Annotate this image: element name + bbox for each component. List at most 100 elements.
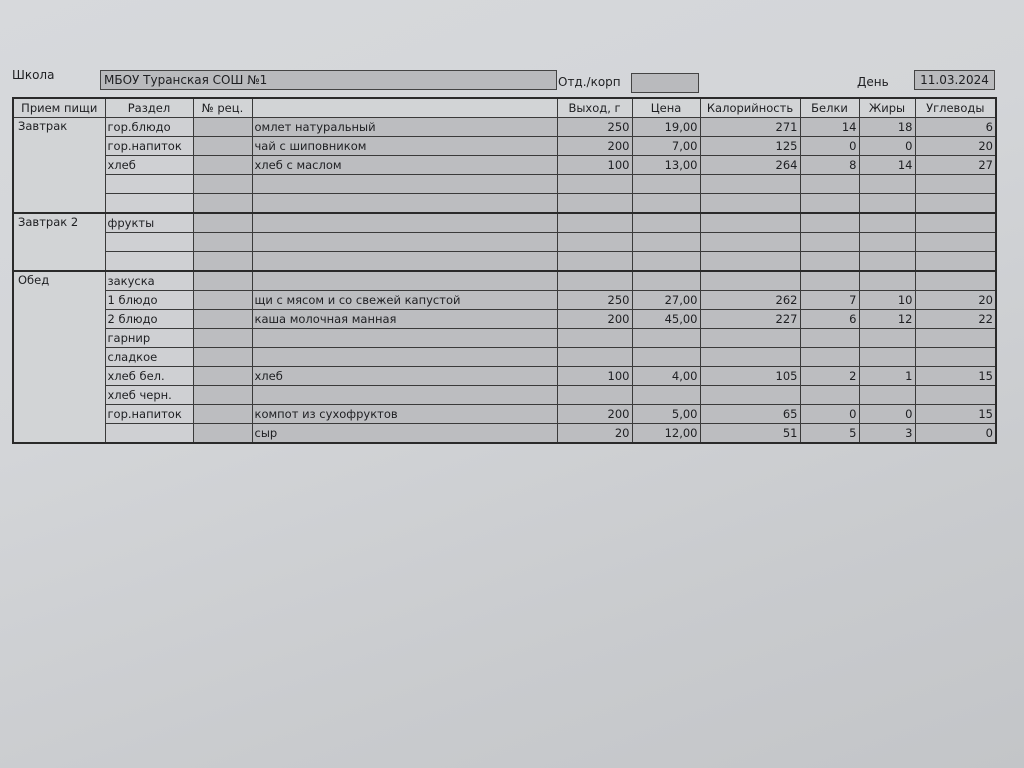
recipe-number-cell [192,328,253,348]
column-header: Углеводы [914,97,997,118]
carbs-cell [914,212,997,233]
dish-name-cell [251,212,558,233]
recipe-number-cell [192,270,253,291]
table-row: сыр 20 12,00 51 5 3 0 [13,423,997,444]
fat-cell: 12 [858,309,916,329]
protein-cell: 2 [799,366,860,386]
protein-cell: 0 [799,136,860,156]
protein-cell: 0 [799,404,860,424]
fat-cell: 0 [858,404,916,424]
price-cell: 4,00 [631,366,701,386]
yield-cell: 200 [556,136,633,156]
carbs-cell [914,193,997,214]
carbs-cell [914,385,997,405]
dish-name-cell: омлет натуральный [251,117,558,137]
price-cell [631,385,701,405]
yield-cell [556,174,633,194]
column-header: Раздел [104,97,194,118]
carbs-cell: 6 [914,117,997,137]
section-cell: закуска [104,270,194,291]
price-cell [631,347,701,367]
protein-cell: 14 [799,117,860,137]
table-row: Обед закуска [12,270,997,444]
dept-field[interactable] [631,73,699,93]
table-row: гор.напиток чай с шиповником 200 7,00 125 0 0 2… [13,136,997,156]
price-cell: 19,00 [631,117,701,137]
dish-name-cell [251,251,558,272]
calories-cell [699,328,801,348]
day-field[interactable]: 11.03.2024 [914,70,995,90]
calories-cell: 264 [699,155,801,175]
yield-cell: 100 [556,366,633,386]
yield-cell: 250 [556,117,633,137]
carbs-cell: 0 [914,423,997,444]
recipe-number-cell [192,309,253,329]
yield-cell: 200 [556,404,633,424]
table-row: Завтрак гор.блюдо омлет натуральный 250 19,0… [12,117,997,214]
school-field[interactable]: МБОУ Туранская СОШ №1 [100,70,557,90]
calories-cell: 105 [699,366,801,386]
price-cell: 13,00 [631,155,701,175]
column-header: Прием пищи [12,97,106,118]
table-row: 1 блюдо щи с мясом и со свежей капустой 25… [13,290,997,310]
fat-cell [858,328,916,348]
carbs-cell: 22 [914,309,997,329]
fat-cell [858,193,916,214]
recipe-number-cell [192,290,253,310]
carbs-cell: 15 [914,366,997,386]
yield-cell [556,212,633,233]
table-row [13,193,997,214]
protein-cell [799,347,860,367]
dish-name-cell: каша молочная манная [251,309,558,329]
recipe-number-cell [192,212,253,233]
meal-cell: Завтрак [12,117,106,214]
protein-cell: 5 [799,423,860,444]
dish-name-cell [251,174,558,194]
yield-cell: 20 [556,423,633,444]
carbs-cell: 20 [914,136,997,156]
dish-name-cell [251,328,558,348]
meal-cell: Обед [12,270,106,444]
table-row: сладкое [13,347,997,367]
yield-cell [556,270,633,291]
table-row [13,232,997,252]
section-cell [104,232,194,252]
price-cell [631,212,701,233]
fat-cell: 14 [858,155,916,175]
yield-cell [556,232,633,252]
fat-cell: 3 [858,423,916,444]
carbs-cell [914,232,997,252]
fat-cell [858,212,916,233]
section-cell: 2 блюдо [104,309,194,329]
calories-cell [699,270,801,291]
dish-name-cell: сыр [251,423,558,444]
recipe-number-cell [192,347,253,367]
recipe-number-cell [192,193,253,214]
price-cell [631,270,701,291]
price-cell [631,251,701,272]
price-cell [631,232,701,252]
yield-cell [556,347,633,367]
dish-name-cell: хлеб с маслом [251,155,558,175]
dish-name-cell [251,385,558,405]
table-row: хлеб черн. [13,385,997,405]
price-cell [631,328,701,348]
carbs-cell: 15 [914,404,997,424]
protein-cell: 7 [799,290,860,310]
recipe-number-cell [192,232,253,252]
section-cell: сладкое [104,347,194,367]
column-header: Жиры [858,97,916,118]
table-row: Завтрак 2 фрукты [12,212,997,272]
protein-cell: 6 [799,309,860,329]
carbs-cell: 27 [914,155,997,175]
recipe-number-cell [192,136,253,156]
section-cell [104,174,194,194]
dish-name-cell [251,232,558,252]
recipe-number-cell [192,404,253,424]
yield-cell: 250 [556,290,633,310]
protein-cell [799,270,860,291]
section-cell [104,423,194,444]
fat-cell [858,232,916,252]
carbs-cell [914,270,997,291]
section-cell: хлеб бел. [104,366,194,386]
